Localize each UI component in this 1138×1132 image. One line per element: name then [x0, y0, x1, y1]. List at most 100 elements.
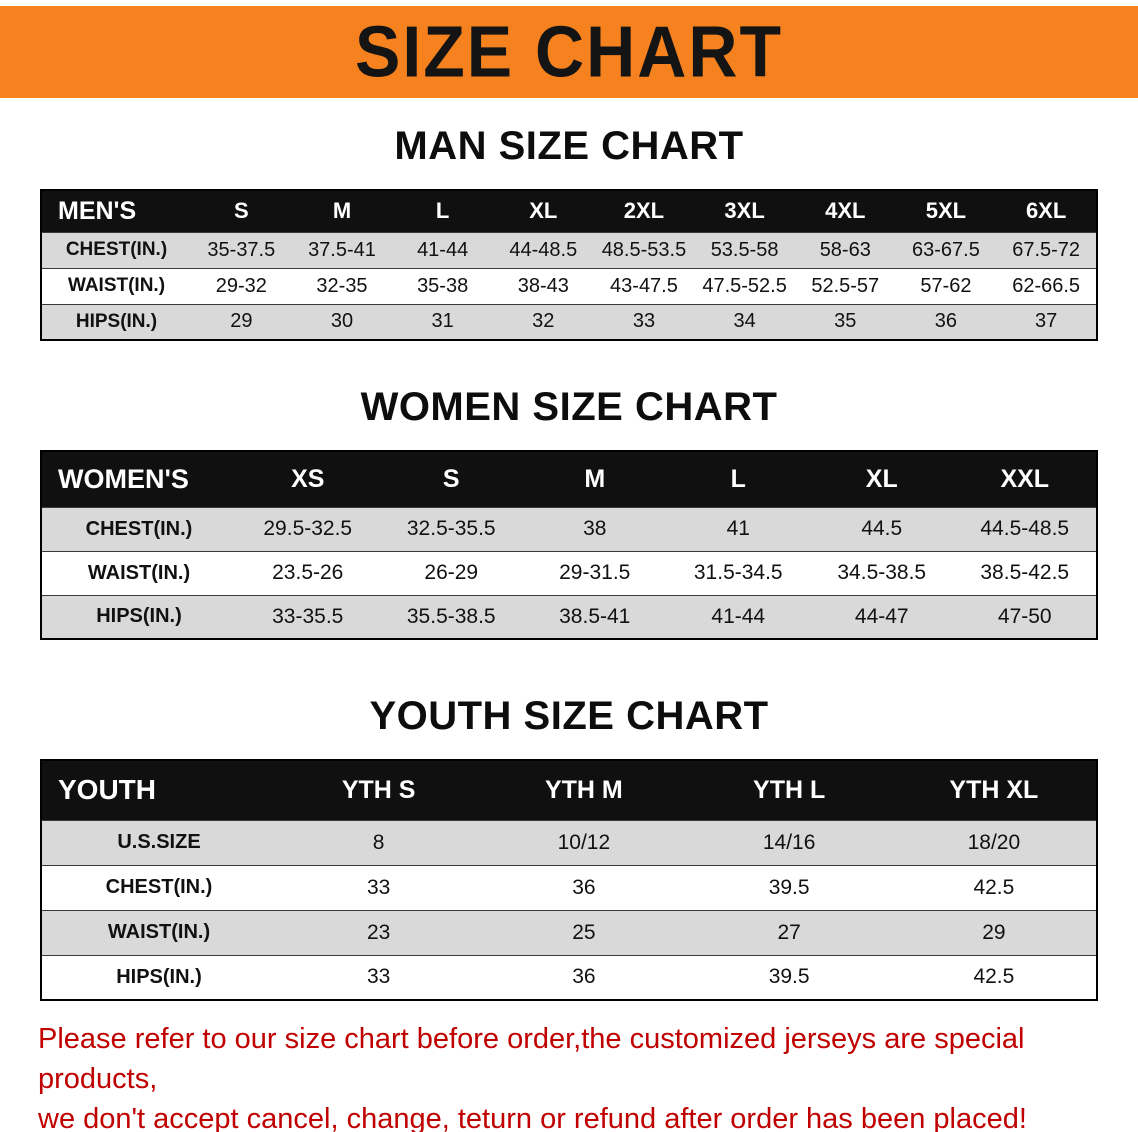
- row-label: CHEST(IN.): [41, 864, 276, 910]
- size-value: 29-31.5: [523, 550, 667, 595]
- order-notice: Please refer to our size chart before or…: [38, 1019, 1100, 1132]
- column-header: 6XL: [996, 190, 1097, 232]
- size-value: 33: [276, 954, 482, 1000]
- column-header: YTH XL: [891, 760, 1097, 820]
- size-value: 36: [481, 864, 687, 910]
- column-header: YTH S: [276, 760, 482, 820]
- size-value: 62-66.5: [996, 267, 1097, 304]
- size-value: 29.5-32.5: [236, 506, 380, 551]
- size-value: 23.5-26: [236, 550, 380, 595]
- column-header: 2XL: [593, 190, 695, 232]
- size-value: 25: [481, 909, 687, 955]
- size-value: 34: [694, 303, 795, 340]
- table-row: HIPS(IN.) 29 30 31 32 33 34 35 36 37: [41, 303, 1097, 340]
- row-label: HIPS(IN.): [41, 954, 276, 1000]
- size-value: 43-47.5: [593, 267, 695, 304]
- size-value: 67.5-72: [996, 231, 1097, 268]
- youth-section-heading: YOUTH SIZE CHART: [369, 694, 769, 738]
- table-row: HIPS(IN.) 33-35.5 35.5-38.5 38.5-41 41-4…: [41, 594, 1097, 639]
- size-value: 27: [686, 909, 892, 955]
- men-table-label: MEN'S: [41, 190, 191, 232]
- column-header: 4XL: [794, 190, 896, 232]
- size-value: 38: [523, 506, 667, 551]
- size-value: 42.5: [891, 864, 1097, 910]
- size-value: 44.5-48.5: [953, 506, 1097, 551]
- table-row: CHEST(IN.) 29.5-32.5 32.5-35.5 38 41 44.…: [41, 506, 1097, 551]
- size-value: 38.5-41: [523, 594, 667, 639]
- size-value: 53.5-58: [694, 231, 795, 268]
- order-notice-line-2: we don't accept cancel, change, teturn o…: [38, 1103, 1027, 1132]
- size-value: 23: [276, 909, 482, 955]
- size-value: 44.5: [810, 506, 954, 551]
- column-header: YTH M: [481, 760, 687, 820]
- row-label: WAIST(IN.): [41, 550, 236, 595]
- size-value: 35-38: [392, 267, 493, 304]
- column-header: XS: [236, 451, 380, 507]
- size-value: 31: [392, 303, 493, 340]
- table-row: WAIST(IN.) 29-32 32-35 35-38 38-43 43-47…: [41, 267, 1097, 304]
- column-header: XL: [492, 190, 594, 232]
- size-value: 29-32: [191, 267, 292, 304]
- column-header: M: [523, 451, 667, 507]
- size-value: 44-48.5: [492, 231, 594, 268]
- size-value: 41-44: [392, 231, 493, 268]
- size-value: 47-50: [953, 594, 1097, 639]
- page-title: SIZE CHART: [355, 11, 783, 93]
- row-label: WAIST(IN.): [41, 267, 191, 304]
- column-header: M: [291, 190, 393, 232]
- row-label: U.S.SIZE: [41, 819, 276, 865]
- column-header: L: [666, 451, 810, 507]
- size-value: 29: [891, 909, 1097, 955]
- size-value: 35-37.5: [191, 231, 292, 268]
- table-row: HIPS(IN.) 33 36 39.5 42.5: [41, 954, 1097, 1000]
- size-value: 33: [593, 303, 695, 340]
- size-value: 38.5-42.5: [953, 550, 1097, 595]
- size-value: 32: [492, 303, 594, 340]
- column-header: 3XL: [694, 190, 795, 232]
- size-chart-page: SIZE CHART MAN SIZE CHART MEN'S S M L XL…: [0, 6, 1138, 1132]
- size-value: 57-62: [895, 267, 997, 304]
- row-label: WAIST(IN.): [41, 909, 276, 955]
- women-size-table: WOMEN'S XS S M L XL XXL CHEST(IN.) 29.5-…: [40, 450, 1098, 640]
- row-label: HIPS(IN.): [41, 303, 191, 340]
- table-row: WAIST(IN.) 23 25 27 29: [41, 909, 1097, 955]
- size-value: 33-35.5: [236, 594, 380, 639]
- order-notice-line-1: Please refer to our size chart before or…: [38, 1023, 1025, 1096]
- size-value: 39.5: [686, 864, 892, 910]
- women-table-label: WOMEN'S: [41, 451, 236, 507]
- youth-size-table: YOUTH YTH S YTH M YTH L YTH XL U.S.SIZE …: [40, 759, 1098, 1001]
- men-size-table: MEN'S S M L XL 2XL 3XL 4XL 5XL 6XL CHEST…: [40, 189, 1098, 341]
- banner: SIZE CHART: [0, 6, 1138, 98]
- column-header: XXL: [953, 451, 1097, 507]
- column-header: L: [392, 190, 493, 232]
- table-row: U.S.SIZE 8 10/12 14/16 18/20: [41, 819, 1097, 865]
- size-value: 34.5-38.5: [810, 550, 954, 595]
- size-value: 39.5: [686, 954, 892, 1000]
- column-header: XL: [810, 451, 954, 507]
- size-value: 42.5: [891, 954, 1097, 1000]
- size-value: 36: [481, 954, 687, 1000]
- size-value: 58-63: [794, 231, 896, 268]
- size-value: 8: [276, 819, 482, 865]
- size-value: 37: [996, 303, 1097, 340]
- size-value: 10/12: [481, 819, 687, 865]
- size-value: 41: [666, 506, 810, 551]
- table-row: WAIST(IN.) 23.5-26 26-29 29-31.5 31.5-34…: [41, 550, 1097, 595]
- women-header-row: WOMEN'S XS S M L XL XXL: [41, 451, 1097, 507]
- row-label: CHEST(IN.): [41, 506, 236, 551]
- size-value: 31.5-34.5: [666, 550, 810, 595]
- size-value: 63-67.5: [895, 231, 997, 268]
- row-label: HIPS(IN.): [41, 594, 236, 639]
- size-value: 36: [895, 303, 997, 340]
- column-header: S: [379, 451, 523, 507]
- column-header: YTH L: [686, 760, 892, 820]
- size-value: 37.5-41: [291, 231, 393, 268]
- size-value: 32.5-35.5: [379, 506, 523, 551]
- men-header-row: MEN'S S M L XL 2XL 3XL 4XL 5XL 6XL: [41, 190, 1097, 232]
- size-value: 29: [191, 303, 292, 340]
- size-value: 41-44: [666, 594, 810, 639]
- table-row: CHEST(IN.) 33 36 39.5 42.5: [41, 864, 1097, 910]
- women-section-heading: WOMEN SIZE CHART: [360, 385, 778, 429]
- size-value: 48.5-53.5: [593, 231, 695, 268]
- youth-table-label: YOUTH: [41, 760, 276, 820]
